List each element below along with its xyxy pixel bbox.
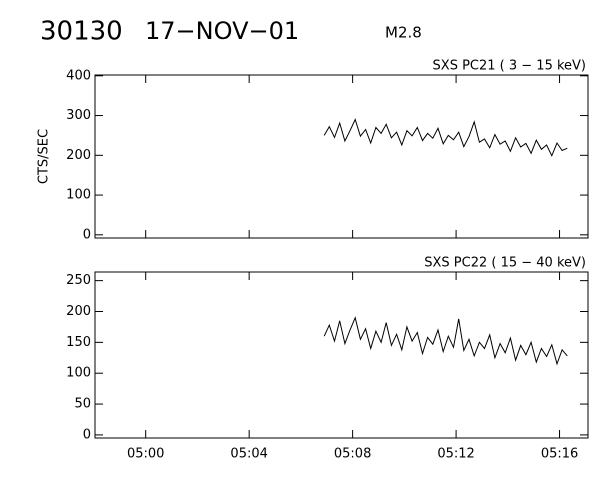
y-tick-label: 300 [66,108,91,123]
plot-frame [94,74,589,239]
flare-class: M2.8 [385,24,422,42]
y-tick-label: 400 [66,68,91,83]
x-tick-label: 05:08 [334,447,371,462]
y-tick-label: 50 [74,397,91,412]
x-tick-label: 05:04 [230,447,267,462]
plot-frame [94,271,589,439]
y-tick-label: 200 [66,148,91,163]
x-tick-label: 05:16 [541,447,578,462]
x-tick-label: 05:12 [437,447,474,462]
event-date: 17−NOV−01 [145,17,299,45]
y-tick-label: 150 [66,335,91,350]
y-tick-label: 0 [83,227,91,242]
y-tick-label: 250 [66,273,91,288]
event-id: 30130 [40,17,123,47]
data-line [323,118,568,157]
panel-title: SXS PC21 ( 3 − 15 keV) [433,59,586,74]
y-tick-label: 0 [83,427,91,442]
panel-title: SXS PC22 ( 15 − 40 keV) [424,256,586,271]
x-tick-label: 05:00 [127,447,164,462]
y-tick-label: 100 [66,366,91,381]
data-line [323,316,568,366]
y-tick-label: 100 [66,188,91,203]
y-axis-label: CTS/SEC [37,129,52,184]
y-tick-label: 200 [66,304,91,319]
